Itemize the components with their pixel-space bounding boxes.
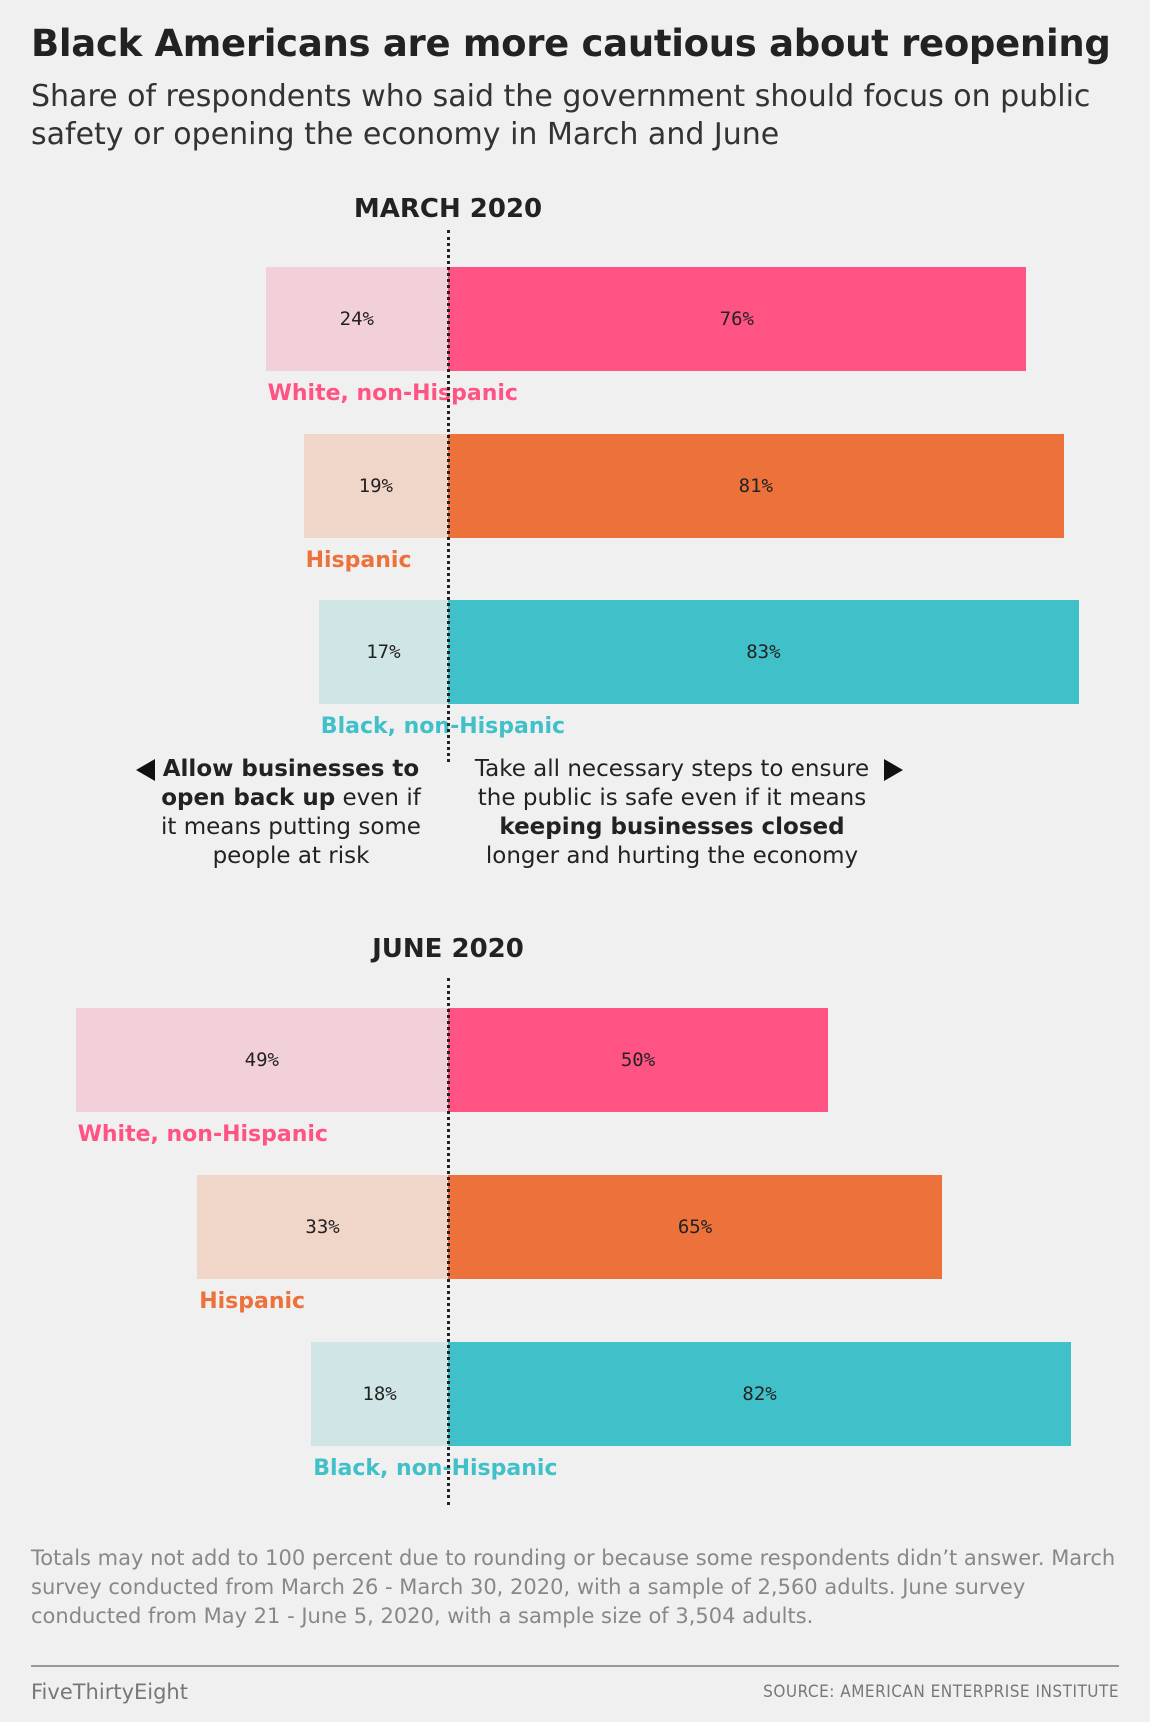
brand-logo-text: FiveThirtyEight [31,1680,188,1704]
group-label: Black, non-Hispanic [320,714,566,739]
legend-emphasis: Allow businesses to open back up [161,756,420,811]
group-label: Hispanic [305,548,412,573]
bar-open-hispanic [303,434,448,538]
group-label: White, non-Hispanic [267,381,518,406]
source-credit: SOURCE: AMERICAN ENTERPRISE INSTITUTE [763,1682,1119,1702]
panel-title: JUNE 2020 [372,934,524,964]
value-label-safe: 81% [738,475,773,497]
bar-safe-white [448,267,1026,371]
panel-title: MARCH 2020 [353,194,543,224]
bar-open-white [265,267,448,371]
bar-safe-hispanic [448,434,1064,538]
value-label-safe: 82% [742,1383,777,1405]
value-label-open: 33% [305,1216,340,1238]
value-label-safe: 83% [746,641,781,663]
chart-subtitle: Share of respondents who said the govern… [31,79,1091,152]
center-divider [447,978,450,1505]
bar-open-black [311,1342,448,1446]
value-label-safe: 65% [677,1216,713,1238]
legend-text: even if it means putting some people at … [161,785,421,869]
value-label-open: 49% [244,1049,279,1071]
value-label-open: 24% [339,308,374,330]
legend-public-safety: Take all necessary steps to ensure the p… [466,755,878,871]
value-label-safe: 76% [719,308,754,330]
legend-text: Take all necessary steps to ensure the p… [474,756,870,811]
bar-safe-white [448,1008,828,1112]
legend-text: longer and hurting the economy [485,843,859,869]
group-label: Hispanic [199,1289,306,1314]
chart-title: Black Americans are more cautious about … [31,22,1111,65]
bar-safe-black [448,1342,1072,1446]
group-label: White, non-Hispanic [77,1122,328,1147]
group-label: Black, non-Hispanic [313,1456,558,1481]
value-label-open: 19% [358,475,393,497]
footnote: Totals may not add to 100 percent due to… [31,1546,1116,1628]
bar-open-hispanic [197,1175,448,1279]
bar-safe-hispanic [448,1175,942,1279]
value-label-safe: 50% [620,1049,656,1071]
legend-open-businesses: Allow businesses to open back up even if… [150,755,432,871]
value-label-open: 17% [366,641,401,663]
left-arrow-icon [136,759,155,781]
bar-open-black [318,600,448,704]
bar-open-white [75,1008,448,1112]
right-arrow-icon [884,759,903,781]
legend-emphasis: keeping businesses closed [499,814,845,840]
value-label-open: 18% [362,1383,397,1405]
footer-rule [31,1665,1119,1667]
center-divider [447,230,450,762]
bar-safe-black [448,600,1079,704]
